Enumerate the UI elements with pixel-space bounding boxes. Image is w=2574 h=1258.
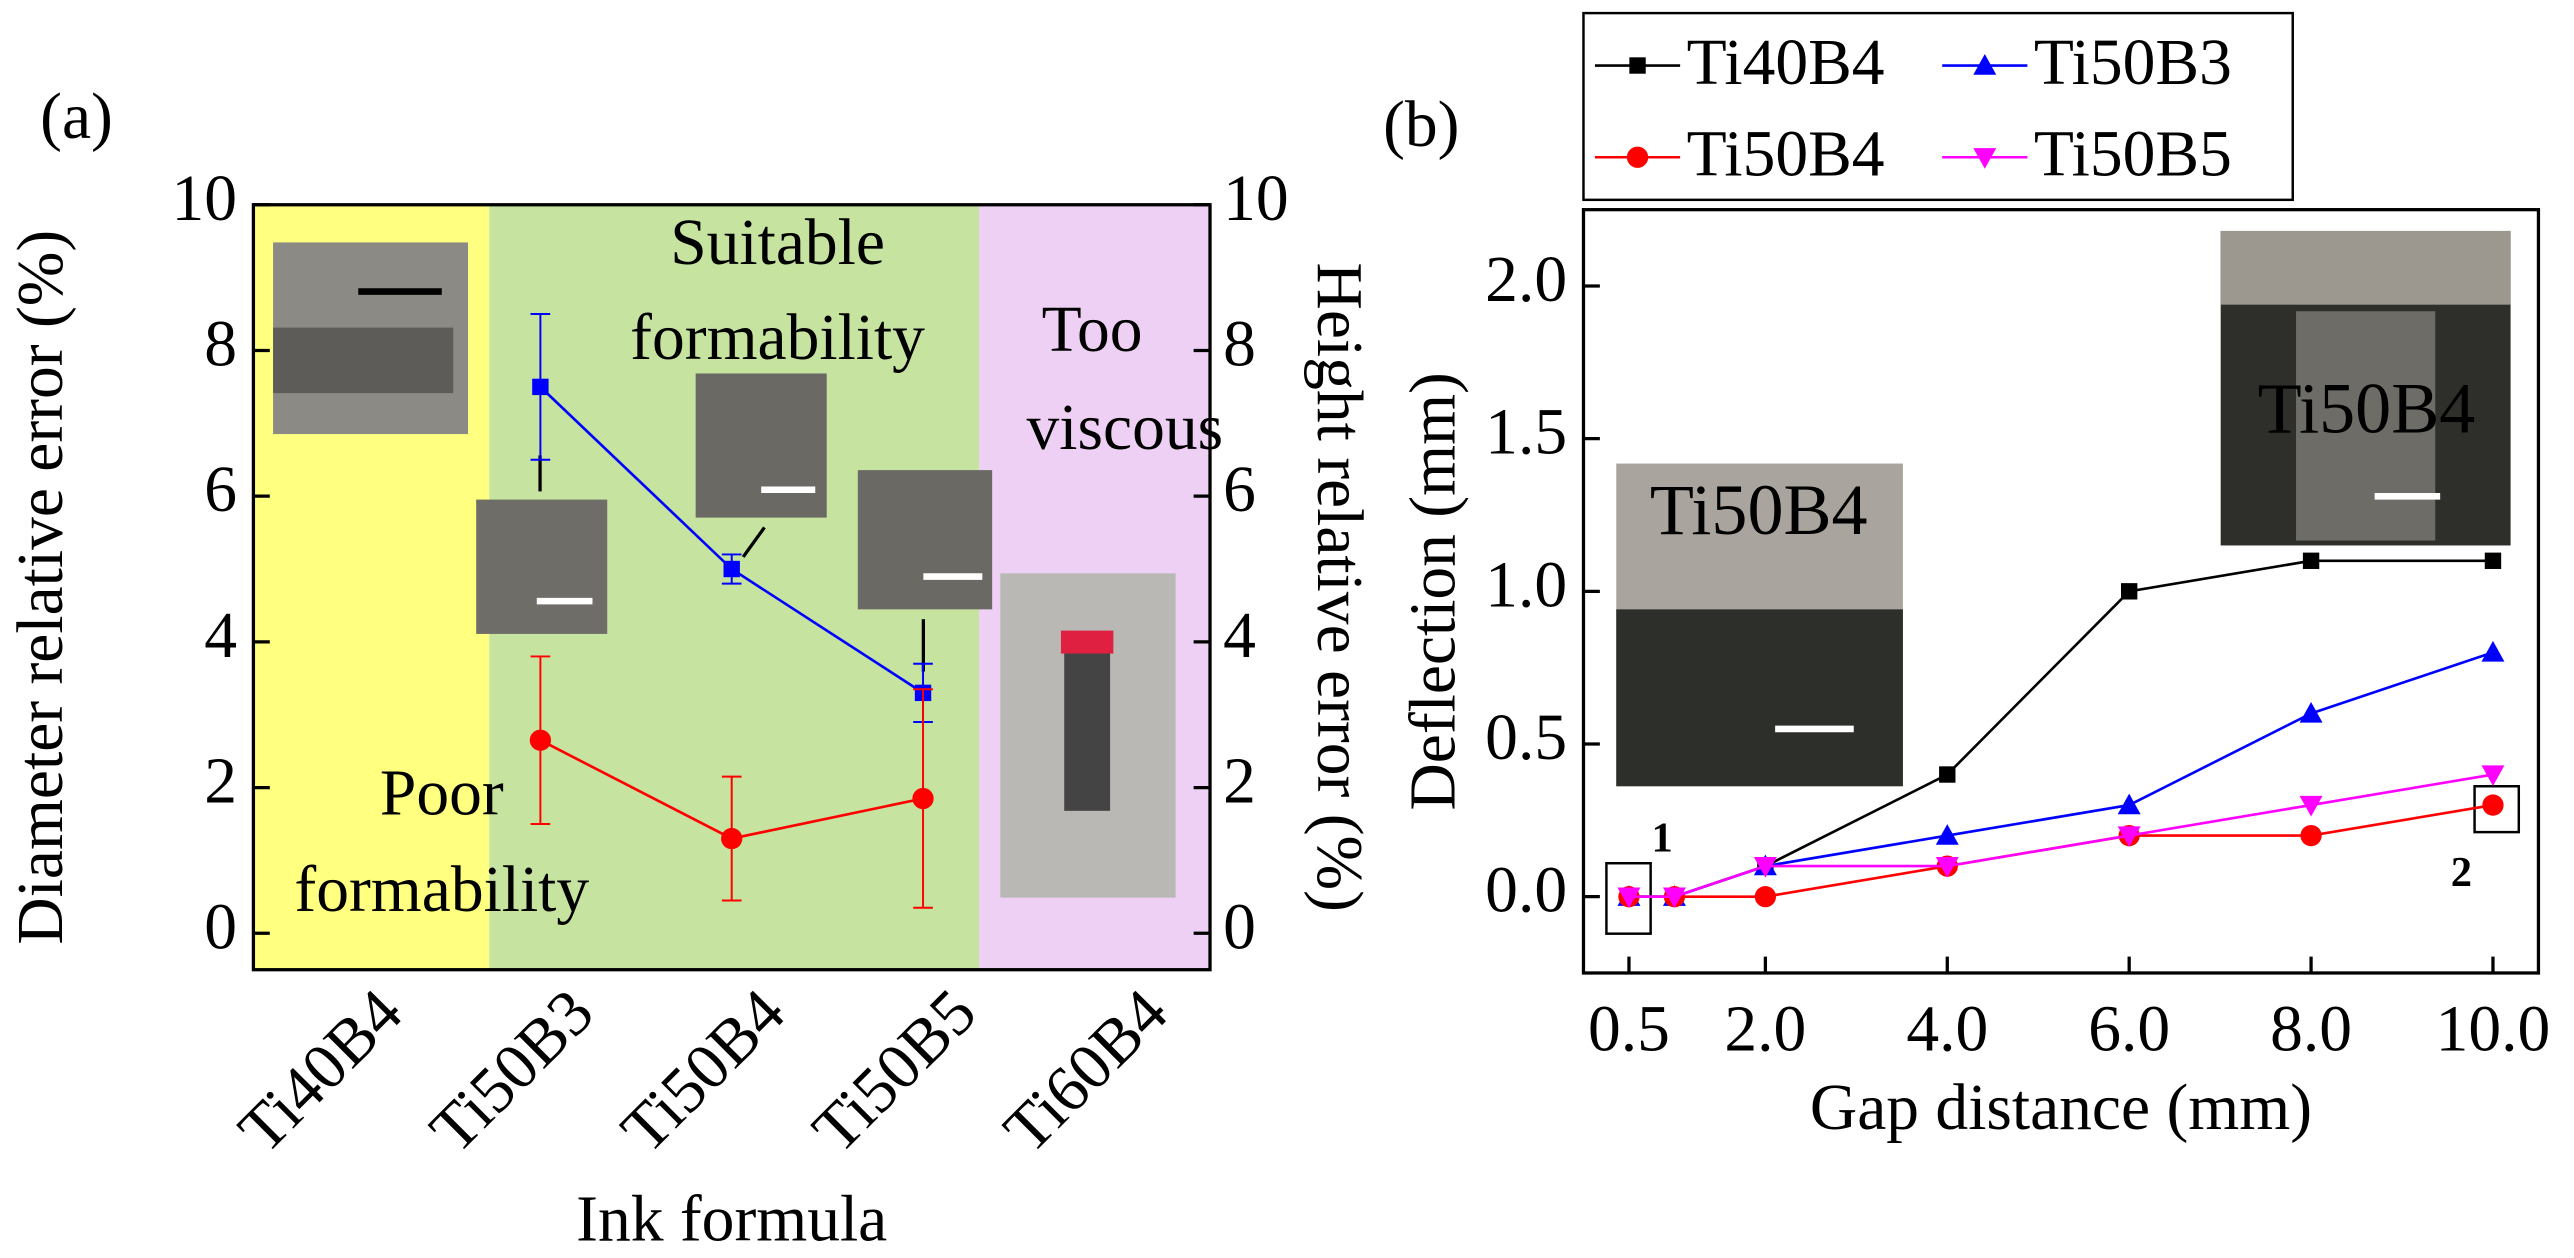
x-tick-label: Ti50B4 xyxy=(608,976,799,1167)
x-tick-label: 10.0 xyxy=(2436,993,2551,1065)
figure: (a)02468100246810Ti40B4Ti50B3Ti50B4Ti50B… xyxy=(0,0,2574,1258)
marker xyxy=(1939,766,1955,782)
x-tick-label: 8.0 xyxy=(2270,993,2352,1065)
y2-tick-label: 6 xyxy=(1223,454,1256,526)
annotation: Poor xyxy=(380,757,504,829)
marker xyxy=(912,788,933,809)
y2-tick-label: 10 xyxy=(1223,163,1289,235)
photo-sample xyxy=(273,328,453,394)
x-tick-label: Ti40B4 xyxy=(225,976,416,1167)
marker xyxy=(2485,553,2501,569)
x-tick-label: 0.5 xyxy=(1588,993,1670,1065)
x-tick-label: Ti50B5 xyxy=(799,976,990,1167)
photo xyxy=(858,470,992,609)
marker xyxy=(2300,825,2321,846)
y-tick-label: 0.5 xyxy=(1485,702,1567,774)
marker xyxy=(532,379,548,395)
annotation: viscous xyxy=(1027,392,1224,464)
marker xyxy=(2482,641,2505,662)
photo-syringe xyxy=(1064,647,1110,811)
legend-label: Ti50B4 xyxy=(1687,119,1885,191)
x-tick-label: 6.0 xyxy=(2088,993,2170,1065)
annotation: formability xyxy=(630,302,925,374)
y-tick-label: 10 xyxy=(172,163,238,235)
y-tick-label: 2.0 xyxy=(1485,244,1567,316)
legend-label: Ti40B4 xyxy=(1687,27,1885,99)
x-axis-label: Gap distance (mm) xyxy=(1810,1072,2312,1144)
y-tick-label: 1.0 xyxy=(1485,549,1567,621)
x-tick-label: Ti60B4 xyxy=(991,976,1182,1167)
panel-label: (b) xyxy=(1383,89,1459,161)
marker xyxy=(1755,886,1776,907)
y-axis-label: Diameter relative error (%) xyxy=(5,230,77,945)
photo-light xyxy=(2221,231,2511,305)
marker xyxy=(2303,553,2319,569)
annotation: Suitable xyxy=(670,207,885,279)
y-tick-label: 8 xyxy=(204,308,237,380)
y-tick-label: 4 xyxy=(204,600,237,672)
y-axis-label: Deflection (mm) xyxy=(1397,372,1469,810)
y2-tick-label: 0 xyxy=(1223,891,1256,963)
marker xyxy=(721,828,742,849)
annotation: Ti50B4 xyxy=(1650,470,1868,550)
marker xyxy=(2300,702,2323,723)
y-tick-label: 0 xyxy=(204,891,237,963)
photo-syringe-cap xyxy=(1061,631,1113,654)
x-tick-label: 4.0 xyxy=(1906,993,1988,1065)
y2-tick-label: 8 xyxy=(1223,308,1256,380)
series-line xyxy=(1629,775,2493,897)
annotation: Ti50B4 xyxy=(2258,369,2476,449)
x-tick-label: 2.0 xyxy=(1724,993,1806,1065)
y-tick-label: 1.5 xyxy=(1485,397,1567,469)
marker xyxy=(2121,583,2137,599)
panel-label: (a) xyxy=(40,81,113,153)
x-axis-label: Ink formula xyxy=(576,1183,887,1255)
marker xyxy=(1629,57,1645,73)
annotation: 2 xyxy=(2451,849,2472,896)
page: {"chart_data": [ {"type": "line", "panel… xyxy=(0,0,2574,1258)
y-tick-label: 0.0 xyxy=(1485,855,1567,927)
annotation: 1 xyxy=(1651,815,1672,862)
marker xyxy=(1627,147,1648,168)
marker xyxy=(2482,794,2503,815)
annotation: formability xyxy=(294,854,589,926)
x-tick-label: Ti50B3 xyxy=(417,976,608,1167)
y2-tick-label: 4 xyxy=(1223,600,1256,672)
marker xyxy=(2118,794,2141,815)
marker xyxy=(530,730,551,751)
legend-label: Ti50B5 xyxy=(2034,119,2232,191)
series-line xyxy=(1629,805,2493,897)
photo xyxy=(476,500,607,634)
panel-b-background xyxy=(1606,231,2518,934)
y-tick-label: 6 xyxy=(204,454,237,526)
photo-dark xyxy=(1616,609,1903,786)
annotation: Too xyxy=(1042,294,1143,366)
y-tick-label: 2 xyxy=(204,746,237,818)
y2-tick-label: 2 xyxy=(1223,746,1256,818)
y2-axis-label: Height relative error (%) xyxy=(1303,263,1375,912)
legend-label: Ti50B3 xyxy=(2034,27,2232,99)
photo xyxy=(696,373,827,517)
marker xyxy=(724,561,740,577)
